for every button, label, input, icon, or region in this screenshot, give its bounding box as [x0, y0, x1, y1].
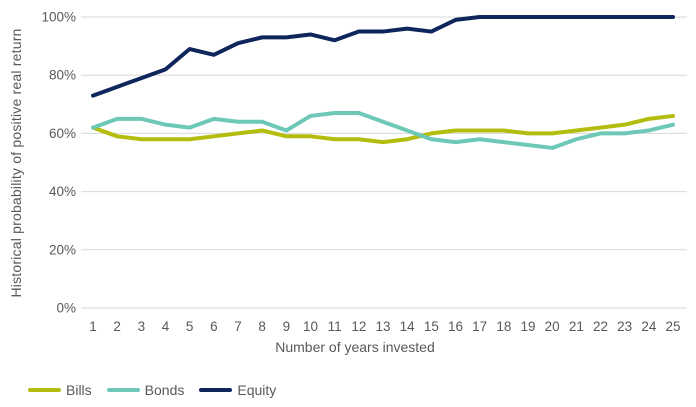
x-tick-label: 7: [234, 319, 242, 334]
x-tick-label: 8: [258, 319, 266, 334]
series-line-bonds: [91, 111, 675, 150]
bills-line-swatch-icon: [28, 387, 61, 393]
legend-label-bonds: Bonds: [144, 382, 185, 398]
legend-label-bills: Bills: [66, 382, 92, 398]
x-tick-label: 3: [138, 319, 146, 334]
x-tick-label: 18: [496, 319, 511, 334]
y-tick-label: 60%: [49, 126, 76, 141]
bonds-line-swatch-icon: [106, 387, 140, 393]
x-tick-label: 4: [162, 319, 170, 334]
x-tick-label: 22: [593, 319, 608, 334]
x-tick-label: 10: [303, 319, 318, 334]
legend-item-equity: Equity: [199, 382, 276, 398]
y-axis-title: Historical probability of positive real …: [8, 28, 24, 298]
y-tick-label: 80%: [49, 68, 76, 83]
legend-item-bonds: Bonds: [106, 382, 185, 398]
legend-item-bills: Bills: [28, 382, 92, 398]
x-tick-label: 21: [569, 319, 584, 334]
series-line-equity: [91, 15, 675, 98]
x-tick-label: 17: [472, 319, 487, 334]
x-tick-label: 1: [89, 319, 97, 334]
x-tick-label: 13: [375, 319, 390, 334]
x-tick-label: 14: [400, 319, 416, 334]
y-tick-label: 0%: [56, 301, 76, 316]
x-tick-label: 16: [448, 319, 463, 334]
x-tick-label: 23: [617, 319, 632, 334]
y-tick-label: 100%: [41, 10, 76, 25]
x-tick-label: 20: [545, 319, 560, 334]
x-tick-label: 19: [520, 319, 535, 334]
x-tick-label: 24: [641, 319, 657, 334]
x-tick-label: 11: [328, 319, 342, 334]
legend: Bills Bonds Equity: [28, 382, 276, 398]
x-tick-label: 15: [424, 319, 439, 334]
series-line-bills: [91, 113, 675, 145]
y-tick-label: 20%: [49, 242, 76, 257]
x-tick-label: 12: [351, 319, 366, 334]
x-tick-label: 2: [113, 319, 121, 334]
x-tick-label: 6: [210, 319, 218, 334]
legend-label-equity: Equity: [237, 382, 277, 398]
y-tick-label: 40%: [49, 184, 76, 199]
x-tick-label: 25: [665, 319, 680, 334]
x-tick-label: 5: [186, 319, 194, 334]
equity-line-swatch-icon: [199, 387, 233, 393]
x-axis-title: Number of years invested: [275, 339, 435, 355]
x-tick-label: 9: [283, 319, 291, 334]
